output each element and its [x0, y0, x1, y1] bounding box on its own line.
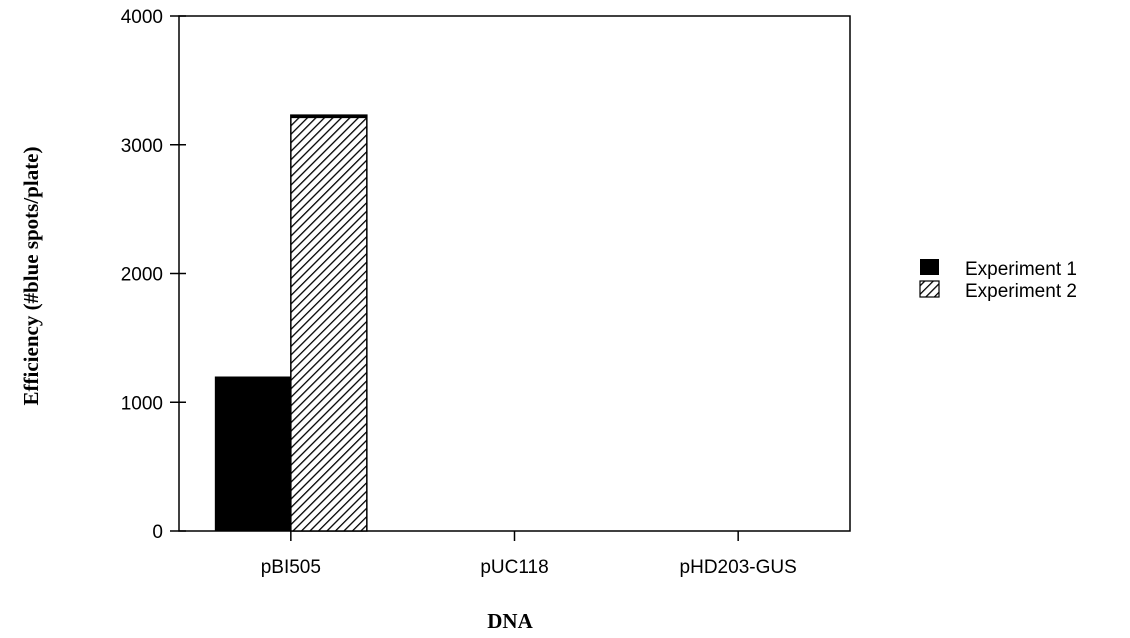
- bar-experiment-2-pbi505: [290, 114, 368, 532]
- x-axis-tick-labels: pBI505 pUC118 pHD203-GUS: [261, 557, 797, 578]
- x-axis-ticks: [290, 531, 739, 541]
- y-tick-label-2000: 2000: [121, 265, 163, 286]
- y-tick-label-4000: 4000: [121, 7, 163, 28]
- y-tick-label-1000: 1000: [121, 393, 163, 414]
- bars-group: [214, 114, 368, 532]
- y-tick-label-0: 0: [152, 522, 163, 543]
- x-tick-label-phd203-gus: pHD203-GUS: [680, 557, 797, 578]
- x-axis-title: DNA: [487, 609, 533, 633]
- y-tick-label-3000: 3000: [121, 136, 163, 157]
- legend-swatch-experiment-1: [920, 259, 939, 275]
- y-axis-ticks: [170, 15, 186, 532]
- legend-swatch-experiment-2: [919, 280, 940, 298]
- legend-label-experiment-2: Experiment 2: [965, 281, 1077, 302]
- bar-experiment-1-pbi505: [214, 376, 291, 531]
- legend-label-experiment-1: Experiment 1: [965, 259, 1077, 280]
- x-tick-label-puc118: pUC118: [480, 557, 548, 578]
- y-axis-title: Efficiency (#blue spots/plate): [19, 147, 43, 406]
- legend: Experiment 1 Experiment 2: [919, 259, 1077, 302]
- x-tick-label-pbi505: pBI505: [261, 557, 321, 578]
- y-axis-tick-labels: 0 1000 2000 3000 4000: [121, 7, 163, 543]
